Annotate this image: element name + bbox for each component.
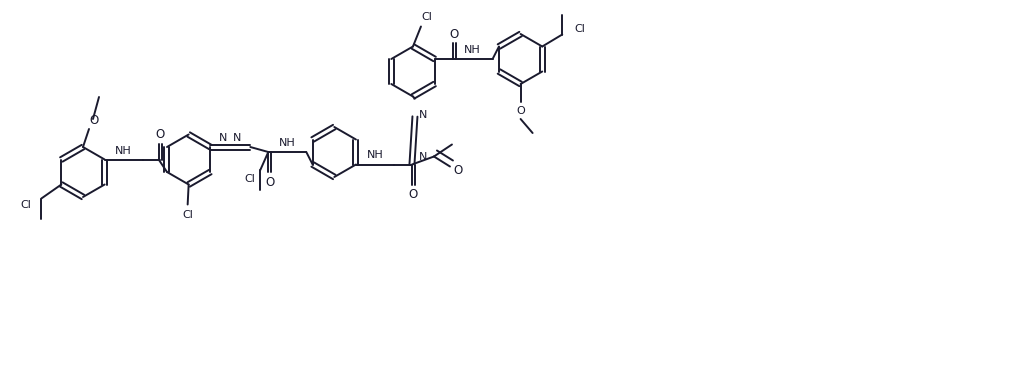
Text: Cl: Cl: [182, 210, 193, 219]
Text: N: N: [419, 152, 427, 162]
Text: NH: NH: [366, 150, 384, 160]
Text: NH: NH: [115, 146, 132, 156]
Text: O: O: [450, 27, 459, 40]
Text: O: O: [155, 128, 165, 141]
Text: O: O: [517, 106, 525, 116]
Text: Cl: Cl: [21, 200, 31, 210]
Text: N: N: [234, 133, 242, 143]
Text: O: O: [90, 114, 99, 128]
Text: O: O: [265, 176, 275, 189]
Text: Cl: Cl: [422, 12, 432, 22]
Text: NH: NH: [464, 45, 481, 55]
Text: N: N: [219, 133, 227, 143]
Text: O: O: [454, 164, 463, 177]
Text: O: O: [409, 188, 418, 201]
Text: Cl: Cl: [245, 174, 255, 184]
Text: N: N: [419, 110, 427, 120]
Text: NH: NH: [279, 138, 295, 148]
Text: Cl: Cl: [574, 24, 586, 33]
